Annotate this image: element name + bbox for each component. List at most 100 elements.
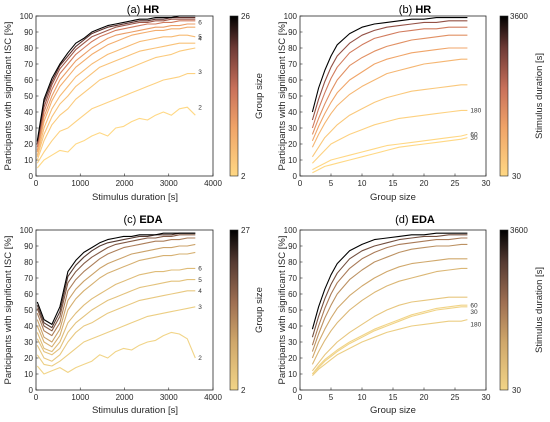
panel-c-xtick-label: 0 — [34, 393, 39, 402]
panel-b-series-line — [311, 26, 468, 129]
panel-a-xtick-label: 0 — [34, 179, 39, 188]
panel-b-series-line — [311, 47, 468, 142]
panel-c-ytick-label: 80 — [24, 258, 33, 267]
panel-b-xtick-label: 25 — [451, 179, 460, 188]
panel-a-ytick-label: 30 — [24, 124, 33, 133]
panel-b-title: (b) HR — [399, 4, 431, 16]
panel-d-line-label: 60 — [470, 302, 478, 309]
panel-b-ytick-label: 40 — [288, 108, 297, 117]
panel-c-colorbar-min: 2 — [241, 386, 246, 395]
panel-a-series-line — [36, 47, 196, 161]
panel-b-series-line — [311, 34, 468, 135]
panel-c-series-line — [36, 232, 196, 329]
panel-b-line-label: 60 — [470, 132, 478, 139]
panel-c-series-line — [36, 243, 196, 343]
panel-c-xtick-label: 2000 — [116, 393, 134, 402]
panel-b-xtick-label: 5 — [329, 179, 334, 188]
panel-c-line-label: 5 — [198, 277, 202, 284]
panel-d-xtick-label: 20 — [420, 393, 429, 402]
panel-b-ylabel: Participants with significant ISC [%] — [277, 22, 288, 171]
panel-d-ytick-label: 40 — [288, 322, 297, 331]
panel-b-xlabel: Group size — [370, 192, 416, 203]
panel-b-ytick-label: 30 — [288, 124, 297, 133]
panel-a-xtick-label: 3000 — [160, 179, 178, 188]
panel-c-ytick-label: 60 — [24, 290, 33, 299]
panel-d-series-line — [311, 296, 468, 372]
panel-d-ytick-label: 10 — [288, 370, 297, 379]
panel-b-ytick-label: 80 — [288, 44, 297, 53]
panel-c-ytick-label: 100 — [20, 226, 34, 235]
panel-b-series-line — [311, 20, 468, 121]
panel-d-ytick-label: 70 — [288, 274, 297, 283]
panel-b-series-line — [312, 133, 468, 171]
panel-a-line-label: 6 — [198, 20, 202, 27]
panel-d-xtick-label: 30 — [482, 393, 491, 402]
panel-b-colorbar-max: 3600 — [510, 12, 528, 21]
panel-a-ytick-label: 80 — [24, 44, 33, 53]
panel-a-series-line — [36, 20, 196, 148]
panel-d-series-line — [311, 237, 468, 346]
panel-b-ytick-label: 90 — [288, 28, 297, 37]
panel-a-series-line — [36, 106, 196, 169]
panel-c-series-line — [36, 279, 196, 356]
panel-c-series-line — [36, 331, 196, 375]
panel-c-line-label: 2 — [198, 355, 202, 362]
panel-d-xtick-label: 25 — [451, 393, 460, 402]
panel-c-ytick-label: 10 — [24, 370, 33, 379]
panel-c-series-line — [36, 267, 196, 353]
panel-c-xtick-label: 4000 — [204, 393, 222, 402]
panel-a-xlabel: Stimulus duration [s] — [92, 192, 178, 203]
panel-b-ytick-label: 60 — [288, 76, 297, 85]
panel-c-ytick-label: 20 — [24, 354, 33, 363]
panel-c-series-line — [36, 234, 196, 332]
panel-c-xtick-label: 3000 — [160, 393, 178, 402]
panel-b-series-line — [312, 109, 468, 164]
panel-a-colorbar-min: 2 — [241, 172, 246, 181]
panel-d-ytick-label: 50 — [288, 306, 297, 315]
panel-b-line-label: 180 — [470, 108, 481, 115]
panel-d-ytick-label: 0 — [293, 386, 298, 395]
panel-c-ytick-label: 0 — [29, 386, 34, 395]
panel-a-line-label: 2 — [198, 104, 202, 111]
panel-d-title: (d) EDA — [395, 214, 435, 226]
panel-d-eda-groupsize: (d) EDA 0 10 20 30 40 50 60 70 80 90 100 0 5 10 15 20 25… — [277, 214, 545, 416]
panel-c-xlabel: Stimulus duration [s] — [92, 405, 178, 416]
panel-c-series-line — [36, 251, 196, 348]
panel-a-xtick-label: 4000 — [204, 179, 222, 188]
panel-b-xtick-label: 15 — [389, 179, 398, 188]
panel-d-series-line — [311, 234, 468, 338]
panel-a-ytick-label: 40 — [24, 108, 33, 117]
panel-d-series-line — [311, 304, 468, 375]
panel-a-colorbar-label: Group size — [254, 73, 265, 119]
panel-d-xtick-label: 10 — [358, 393, 367, 402]
panel-a-xtick-label: 1000 — [71, 179, 89, 188]
panel-c-ytick-label: 90 — [24, 242, 33, 251]
panel-a-line-label: 3 — [198, 69, 202, 76]
panel-b-series-line — [311, 84, 468, 158]
panel-d-colorbar-label: Stimulus duration [s] — [534, 267, 545, 353]
panel-d-series-line — [311, 267, 468, 365]
panel-a-ytick-label: 90 — [24, 28, 33, 37]
panel-b-series-line — [311, 58, 468, 148]
panel-a-series-line — [36, 42, 196, 157]
panel-c-series-line — [36, 237, 196, 337]
panel-c-series-line — [36, 306, 196, 367]
panel-c-ytick-label: 30 — [24, 338, 33, 347]
panel-c-colorbar — [229, 229, 239, 391]
panel-d-xtick-label: 5 — [329, 393, 334, 402]
panel-a-ytick-label: 20 — [24, 140, 33, 149]
panel-a-ytick-label: 0 — [29, 172, 34, 181]
panel-c-series-line — [36, 290, 196, 362]
panel-d-xlabel: Group size — [370, 405, 416, 416]
panel-a-xtick-label: 2000 — [116, 179, 134, 188]
panel-d-ytick-label: 80 — [288, 258, 297, 267]
panel-a-series-line — [36, 73, 196, 164]
panel-b-xtick-label: 0 — [298, 179, 303, 188]
panel-d-ytick-label: 20 — [288, 354, 297, 363]
panel-d-series-line — [312, 319, 468, 376]
panel-a-ytick-label: 70 — [24, 60, 33, 69]
